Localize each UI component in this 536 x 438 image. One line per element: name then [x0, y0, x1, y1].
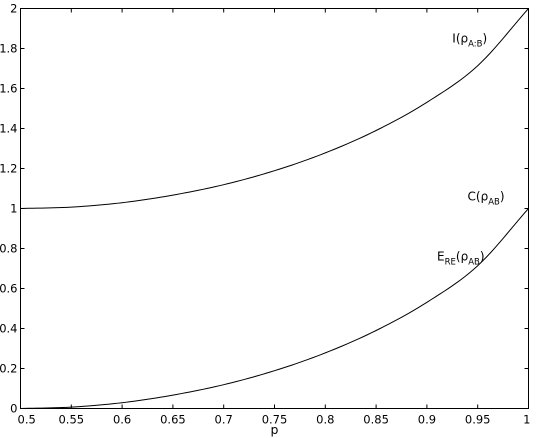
- x-tick-label: 0.6: [113, 413, 131, 427]
- y-tick-label: 2: [10, 2, 17, 16]
- y-tick-label: 1: [10, 202, 17, 216]
- y-tick-label: 0.2: [0, 362, 18, 376]
- series-line-1: [20, 8, 529, 209]
- annotation-subscript: AB: [488, 198, 500, 208]
- annotation-text: E: [437, 250, 445, 264]
- x-tick-label: 1: [523, 413, 530, 427]
- x-tick-label: 0.9: [418, 413, 436, 427]
- annotation-subscript: AB: [468, 258, 480, 268]
- annotation-text: C(ρ: [468, 190, 489, 204]
- y-tick-label: 1.6: [0, 82, 18, 96]
- x-axis-label: p: [271, 422, 279, 437]
- annotation-text: ): [500, 190, 505, 204]
- y-tick-label: 0.6: [0, 282, 18, 296]
- annotation-text: ): [483, 32, 488, 46]
- y-tick-label: 0: [10, 402, 17, 416]
- annotation-subscript: A:B: [468, 40, 483, 50]
- y-tick-label: 0.4: [0, 322, 18, 336]
- x-tick-label: 0.7: [215, 413, 233, 427]
- series-group: [20, 8, 529, 409]
- y-tick-label: 1.4: [0, 122, 18, 136]
- curve-annotation-2: C(ρAB): [468, 190, 505, 208]
- axes: [20, 8, 529, 409]
- series-line-2: [20, 208, 529, 409]
- annotation-text: (ρ: [456, 250, 468, 264]
- x-tick-label: 0.75: [262, 413, 288, 427]
- ticks: 0.5 0.55 0.6 0.65 0.7 0.75 0.8 0.85 0.9 0.95 1 0 0.2…: [0, 2, 531, 427]
- annotation-text: I(ρ: [452, 32, 468, 46]
- x-tick-label: 0.85: [363, 413, 389, 427]
- annotations: I(ρA:B)C(ρAB)ERE(ρAB): [437, 32, 505, 268]
- y-tick-label: 1.2: [0, 162, 18, 176]
- y-tick-label: 0.8: [0, 242, 18, 256]
- x-tick-label: 0.95: [465, 413, 491, 427]
- plot-frame: [20, 8, 529, 409]
- annotation-subscript: RE: [445, 258, 456, 268]
- y-tick-label: 1.8: [0, 42, 18, 56]
- x-tick-label: 0.55: [58, 413, 84, 427]
- curve-annotation-1: I(ρA:B): [452, 32, 487, 50]
- curve-annotation-3: ERE(ρAB): [437, 250, 485, 268]
- x-tick-label: 0.5: [18, 413, 36, 427]
- x-tick-label: 0.65: [160, 413, 186, 427]
- x-tick-label: 0.8: [316, 413, 334, 427]
- annotation-text: ): [480, 250, 485, 264]
